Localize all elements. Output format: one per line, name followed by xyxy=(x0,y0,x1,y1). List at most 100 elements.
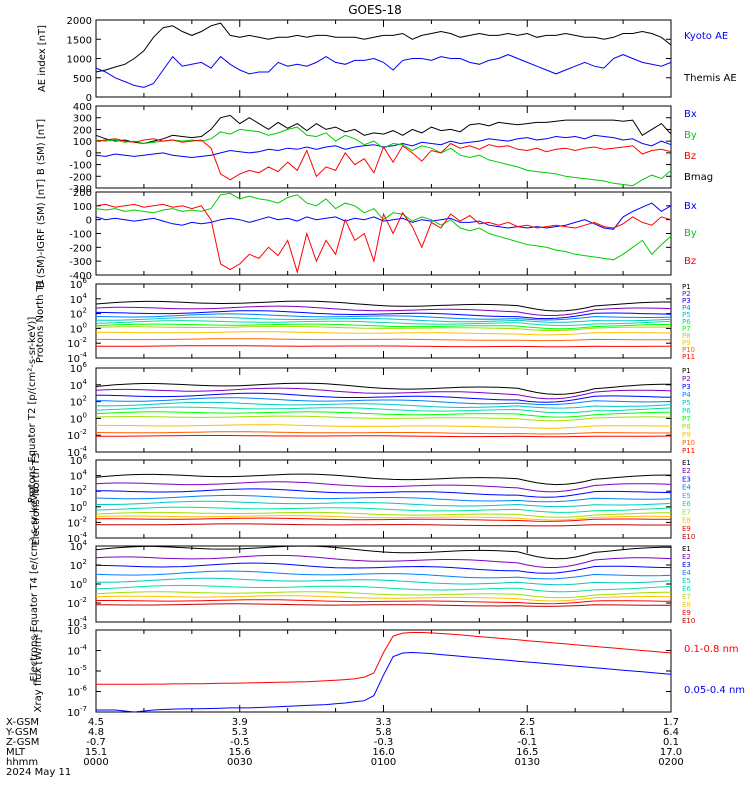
series-e4 xyxy=(95,570,672,580)
series-p3 xyxy=(95,310,672,320)
y-tick-label: 200 xyxy=(73,125,92,136)
series-p11 xyxy=(96,345,672,348)
y-tick-label: 10-2 xyxy=(67,336,87,350)
legend-entry: E4 xyxy=(682,484,691,492)
footer-row-label: Y-GSM xyxy=(5,727,38,738)
footer-row-value: 3.3 xyxy=(376,717,392,728)
y-tick-exponent: -2 xyxy=(80,336,87,344)
series-p6 xyxy=(95,406,672,414)
footer-row-value: 1.7 xyxy=(663,717,679,728)
legend-entry: P1 xyxy=(682,283,691,291)
series-e7 xyxy=(95,591,672,599)
legend-entry: P2 xyxy=(682,375,691,383)
chart-title: GOES-18 xyxy=(348,3,402,17)
legend-entry: P10 xyxy=(682,439,695,447)
y-axis-label: Xray flux [W/m²] xyxy=(33,630,44,713)
y-tick-label: 10-4 xyxy=(67,644,87,658)
y-tick-label: -100 xyxy=(69,230,92,241)
series-bz xyxy=(95,138,672,181)
y-tick-label: -300 xyxy=(69,257,92,268)
y-tick-label: 100 xyxy=(70,321,87,335)
series-e7 xyxy=(95,511,672,518)
panel-7: 10-7 10-6 10-5 10-4 10-3 Xray flux [W/m²] 0.1-… xyxy=(33,623,745,719)
series-p10 xyxy=(95,431,672,435)
y-axis-label: B (SM)-IGRF (SM) [nT] xyxy=(36,179,47,288)
legend-entry: E6 xyxy=(682,500,691,508)
footer-row-value: 3.9 xyxy=(232,717,248,728)
footer-row-value: 17.0 xyxy=(660,747,682,758)
y-tick-label: 200 xyxy=(73,188,92,199)
footer-row-value: 5.8 xyxy=(376,727,392,738)
series-e10 xyxy=(95,523,671,527)
y-axis-label: B (SM) [nT] xyxy=(36,119,47,175)
y-tick-exponent: 4 xyxy=(83,539,88,547)
legend-entry: E1 xyxy=(682,545,691,553)
series-bz xyxy=(95,203,672,275)
footer-row-value: 5.3 xyxy=(232,727,248,738)
footer-row-value: 2.5 xyxy=(519,717,535,728)
legend-entry: Bz xyxy=(684,256,696,267)
y-axis-label: Electrons North T3 xyxy=(31,452,42,545)
y-tick-exponent: 0 xyxy=(83,321,87,329)
series-e1 xyxy=(95,545,671,560)
legend-entry: P9 xyxy=(682,339,691,347)
y-tick-label: 100 xyxy=(70,500,87,514)
legend-entry: E7 xyxy=(682,593,691,601)
legend-entry: Bx xyxy=(684,201,697,212)
legend-entry: P6 xyxy=(682,407,691,415)
y-tick-label: 102 xyxy=(70,307,87,321)
legend-entry: By xyxy=(684,228,697,239)
footer-row-value: 0100 xyxy=(371,757,396,768)
series-e2 xyxy=(95,481,672,493)
legend-entry: E7 xyxy=(682,508,691,516)
series-p8 xyxy=(95,415,672,422)
y-tick-label: 10-2 xyxy=(67,596,87,610)
legend-entry: E6 xyxy=(682,585,691,593)
legend-entry: P2 xyxy=(682,290,691,298)
footer-date: 2024 May 11 xyxy=(6,767,71,778)
y-axis-label: Protons Equator T2 [p/(cm²-s-sr-keV)] xyxy=(27,317,38,504)
legend-entry: By xyxy=(684,130,697,141)
y-tick-label: 0 xyxy=(86,216,92,227)
series-e4 xyxy=(95,494,672,503)
series-p6 xyxy=(95,320,672,327)
series-themis-ae xyxy=(95,22,672,73)
y-tick-exponent: -4 xyxy=(80,351,88,359)
footer-row-value: 4.8 xyxy=(88,727,104,738)
series-by xyxy=(95,192,672,261)
footer-row-label: MLT xyxy=(6,747,26,758)
series-e3 xyxy=(95,562,672,574)
series-p2 xyxy=(95,305,672,316)
y-tick-exponent: 0 xyxy=(83,577,87,585)
footer-row-value: 0.1 xyxy=(663,737,679,748)
legend-entry: E1 xyxy=(682,459,691,467)
footer-row-value: 16.0 xyxy=(372,747,394,758)
y-axis-label: Electrons Equator T4 [e/(cm²-s-sr-keV)] xyxy=(29,486,40,681)
footer-row-value: -0.3 xyxy=(374,737,394,748)
y-tick-label: 106 xyxy=(70,453,88,467)
series-e2 xyxy=(95,554,672,568)
series-p7 xyxy=(95,411,672,418)
y-tick-exponent: 4 xyxy=(83,378,88,386)
legend-entry: Bmag xyxy=(684,172,713,183)
y-tick-exponent: 6 xyxy=(83,361,88,369)
legend-entry: P8 xyxy=(682,423,691,431)
footer-row-label: hhmm xyxy=(6,757,38,768)
y-tick-label: 100 xyxy=(70,577,87,591)
y-tick-exponent: 2 xyxy=(83,307,87,315)
series-p8 xyxy=(95,325,672,331)
series-e6 xyxy=(95,584,672,593)
series-e3 xyxy=(95,488,672,498)
y-tick-label: 102 xyxy=(70,484,87,498)
y-tick-exponent: 2 xyxy=(83,395,87,403)
y-tick-exponent: -2 xyxy=(80,596,87,604)
legend-entry: P4 xyxy=(682,391,691,399)
series-p4 xyxy=(95,313,672,321)
y-tick-label: 100 xyxy=(73,202,92,213)
